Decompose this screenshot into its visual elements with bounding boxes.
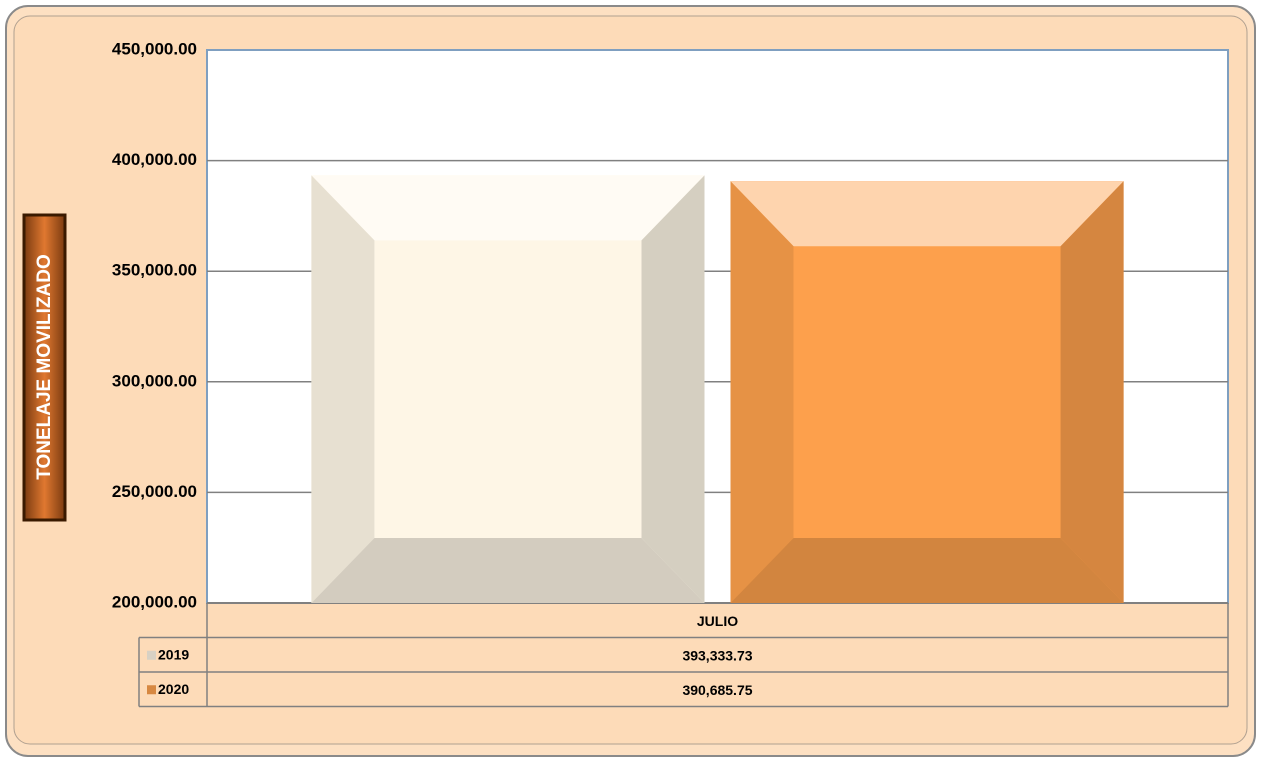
legend-label: 2020	[158, 681, 189, 697]
y-tick-label: 450,000.00	[112, 39, 197, 58]
legend-label: 2019	[158, 646, 189, 662]
legend-key	[147, 650, 156, 660]
y-tick-label: 200,000.00	[112, 592, 197, 611]
bar-bevel	[1060, 181, 1124, 603]
bar-bevel	[730, 181, 794, 603]
bar-bevel	[311, 175, 375, 603]
y-tick-label: 350,000.00	[112, 261, 197, 280]
bar	[730, 181, 1124, 603]
bar-bevel	[730, 181, 1124, 247]
data-table-value: 393,333.73	[682, 647, 752, 663]
bar-bevel	[311, 175, 705, 241]
legend-key	[147, 685, 156, 695]
y-axis-title-box	[22, 213, 67, 522]
category-label: JULIO	[697, 613, 738, 629]
y-axis-title: TONELAJE MOVILIZADO	[34, 254, 55, 480]
y-tick-label: 250,000.00	[112, 482, 197, 501]
y-tick-label: 300,000.00	[112, 371, 197, 390]
bar-bevel	[730, 538, 1124, 603]
bar	[311, 175, 705, 603]
data-table-value: 390,685.75	[682, 682, 752, 698]
bar-bevel	[641, 175, 705, 603]
bar-bevel	[311, 538, 705, 603]
y-tick-label: 400,000.00	[112, 150, 197, 169]
